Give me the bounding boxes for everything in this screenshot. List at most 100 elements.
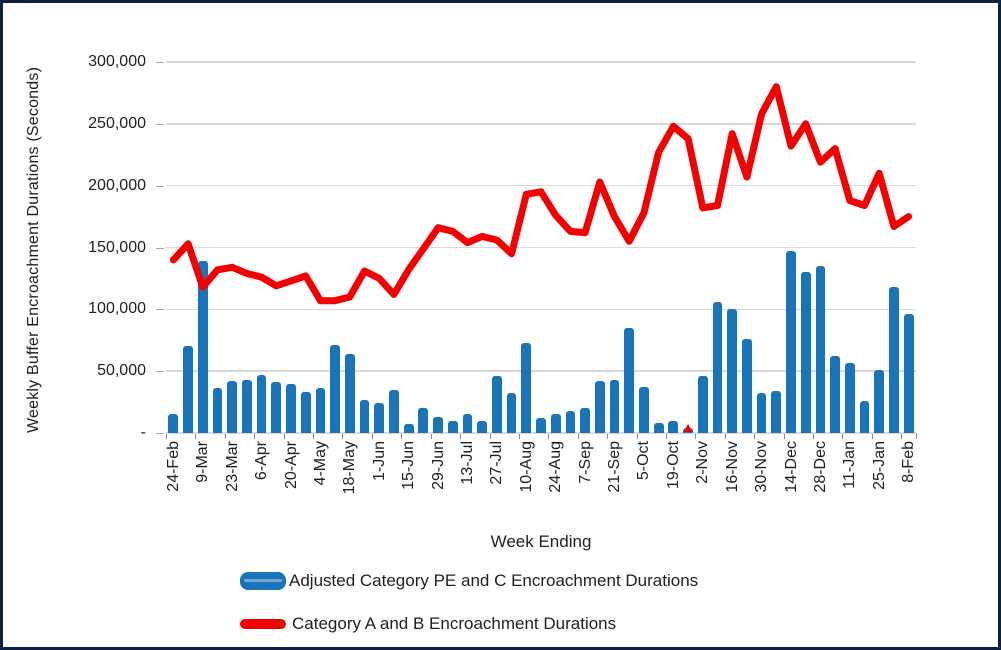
- bar: [815, 266, 826, 433]
- x-tick-label: 24-Feb: [164, 441, 182, 492]
- x-tick-label: 7-Sep: [576, 441, 594, 484]
- bar: [653, 423, 664, 433]
- x-tick-mark: [636, 433, 638, 439]
- x-tick-mark: [548, 433, 550, 439]
- x-tick-label: 2-Nov: [694, 441, 712, 484]
- y-tick-mark: [156, 433, 164, 434]
- x-tick-mark: [430, 433, 432, 439]
- x-tick-label: 19-Oct: [664, 441, 682, 490]
- bar: [624, 327, 635, 433]
- x-tick-mark: [313, 433, 315, 439]
- x-tick-label: 29-Jun: [429, 441, 447, 490]
- x-tick-mark: [283, 433, 285, 439]
- red-caret-marker: [683, 424, 693, 432]
- x-tick-mark: [401, 433, 403, 439]
- legend: Adjusted Category PE and C Encroachment …: [240, 569, 698, 647]
- bar: [168, 414, 179, 433]
- bar: [491, 376, 502, 433]
- x-tick-label: 27-Jul: [488, 441, 506, 485]
- y-tick-label: 250,000: [88, 114, 146, 132]
- bar: [521, 342, 532, 433]
- x-tick-label: 28-Dec: [811, 441, 829, 493]
- bar: [389, 389, 399, 433]
- y-tick-mark: [156, 309, 164, 311]
- y-tick-mark: [156, 62, 164, 63]
- legend-item-bars: Adjusted Category PE and C Encroachment …: [240, 569, 698, 593]
- bar: [712, 301, 723, 433]
- bar: [256, 374, 267, 433]
- bar: [300, 392, 311, 433]
- bar: [859, 400, 870, 433]
- bar: [609, 379, 620, 433]
- bar: [771, 390, 782, 433]
- x-tick-label: 4-May: [311, 441, 329, 486]
- bar: [241, 379, 252, 433]
- x-tick-label: 15-Jun: [400, 441, 418, 490]
- bar: [786, 251, 796, 433]
- bar: [903, 314, 914, 433]
- bar: [447, 420, 458, 433]
- gridline: [166, 370, 916, 372]
- y-tick-label: 200,000: [88, 176, 146, 194]
- x-tick-mark: [901, 433, 903, 439]
- x-tick-mark: [224, 433, 226, 439]
- gridline: [166, 246, 916, 249]
- y-tick-mark: [156, 185, 164, 187]
- bar: [874, 369, 885, 433]
- x-tick-label: 18-May: [341, 441, 359, 495]
- y-tick-mark: [156, 247, 164, 249]
- x-tick-mark: [695, 433, 697, 439]
- x-tick-mark: [166, 433, 167, 439]
- bar: [330, 345, 340, 433]
- x-tick-mark: [916, 433, 917, 439]
- y-tick-label: 50,000: [97, 362, 146, 380]
- bar: [830, 356, 840, 433]
- bar: [756, 393, 767, 433]
- x-tick-label: 21-Sep: [606, 441, 624, 493]
- bar: [197, 261, 208, 433]
- x-tick-label: 6-Apr: [253, 441, 271, 481]
- y-tick-mark: [156, 123, 164, 125]
- x-tick-label: 10-Aug: [517, 441, 535, 493]
- x-tick-label: 24-Aug: [547, 441, 565, 493]
- bar: [550, 414, 561, 433]
- x-tick-label: 9-Mar: [194, 441, 212, 483]
- y-tick-label: 100,000: [88, 300, 146, 318]
- bar-series-swatch-icon: [240, 572, 286, 590]
- x-tick-label: 13-Jul: [458, 441, 476, 485]
- bar: [594, 381, 605, 433]
- bar: [183, 346, 193, 433]
- x-tick-label: 20-Apr: [282, 441, 300, 490]
- x-tick-label: 14-Dec: [782, 441, 800, 493]
- gridline: [166, 432, 916, 434]
- bar: [418, 408, 429, 433]
- bar: [359, 399, 370, 433]
- gridline: [166, 123, 916, 125]
- y-tick-label: 300,000: [88, 53, 146, 70]
- x-tick-mark: [460, 433, 462, 439]
- x-tick-mark: [254, 433, 256, 439]
- bar: [403, 424, 414, 433]
- x-tick-mark: [607, 433, 609, 439]
- line-series-swatch-icon: [240, 619, 286, 629]
- x-tick-label: 25-Jan: [870, 441, 888, 490]
- bar: [580, 408, 590, 433]
- bar: [286, 383, 296, 433]
- x-tick-mark: [783, 433, 785, 439]
- bar: [800, 272, 811, 433]
- x-tick-label: 11-Jan: [841, 441, 859, 489]
- legend-label-bars: Adjusted Category PE and C Encroachment …: [289, 571, 699, 590]
- bar: [639, 387, 649, 433]
- bar: [271, 382, 282, 433]
- x-tick-label: 23-Mar: [223, 441, 241, 492]
- x-tick-label: 8-Feb: [900, 441, 918, 483]
- bar: [374, 403, 385, 433]
- bar: [477, 420, 488, 433]
- x-tick-mark: [518, 433, 520, 439]
- x-tick-mark: [195, 433, 197, 439]
- x-tick-mark: [666, 433, 667, 439]
- x-tick-mark: [754, 433, 756, 439]
- y-tick-mark: [156, 371, 164, 373]
- x-tick-mark: [342, 433, 344, 439]
